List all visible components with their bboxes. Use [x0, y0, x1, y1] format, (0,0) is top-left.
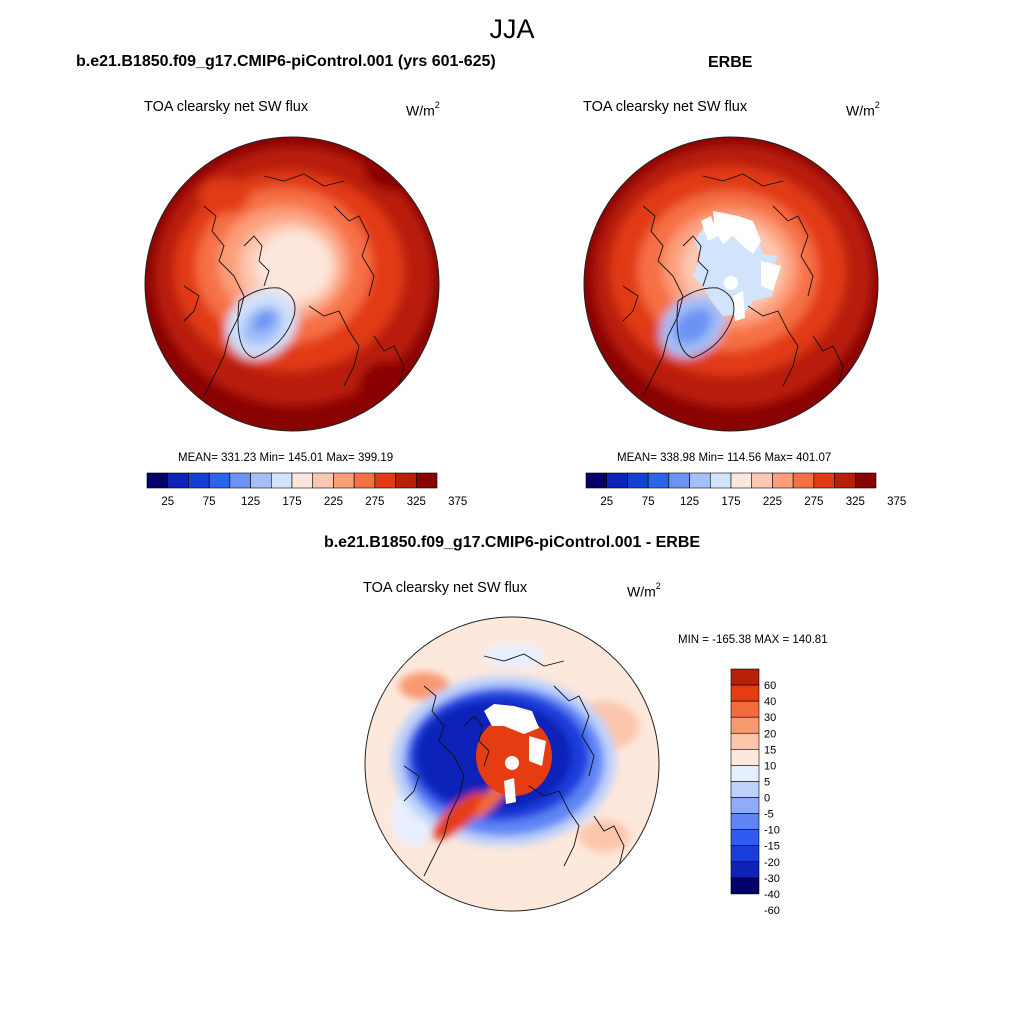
panel-1-title: b.e21.B1850.f09_g17.CMIP6-piControl.001 …	[76, 53, 496, 70]
panel-2-title: ERBE	[708, 54, 753, 71]
colorbar-1-swatch	[146, 472, 169, 489]
panel-3-variable: TOA clearsky net SW flux	[363, 580, 528, 596]
colorbar-2-swatch	[772, 472, 794, 489]
colorbar-2-swatch	[709, 472, 732, 489]
colorbar-3-tick-label: 10	[764, 760, 776, 772]
colorbar-1-tick-label: 325	[407, 496, 426, 508]
panel-2-stats: MEAN= 338.98 Min= 114.56 Max= 401.07	[617, 452, 832, 464]
colorbar-1-tick-label: 75	[203, 496, 216, 508]
colorbar-3-tick-label: -20	[764, 857, 780, 869]
panel-2-variable: TOA clearsky net SW flux	[583, 99, 748, 115]
colorbar-2-swatch	[834, 472, 856, 489]
colorbar-2-tick-label: 25	[600, 496, 613, 508]
colorbar-3-tick-label: 5	[764, 776, 770, 788]
panel-3-title: b.e21.B1850.f09_g17.CMIP6-piControl.001 …	[323, 534, 701, 551]
colorbar-3-swatch	[730, 684, 760, 702]
colorbar-3-swatch	[730, 829, 760, 847]
colorbar-1-tick-label: 175	[282, 496, 301, 508]
colorbar-1-swatch	[167, 472, 189, 489]
colorbar-2-tick-label: 375	[887, 496, 906, 508]
map-1	[144, 136, 440, 432]
panel-1-variable: TOA clearsky net SW flux	[144, 99, 309, 115]
map-2	[583, 136, 879, 432]
panel-1-stats: MEAN= 331.23 Min= 145.01 Max= 399.19	[178, 452, 394, 464]
colorbar-1-swatch	[188, 472, 210, 489]
colorbar-3-tick-label: 60	[764, 680, 776, 692]
colorbar-3-swatch	[730, 700, 760, 718]
colorbar-3-tick-label: 15	[764, 744, 776, 756]
colorbar-1-swatch	[353, 472, 376, 489]
colorbar-3-swatch	[730, 765, 760, 782]
colorbar-3-tick-label: -5	[764, 809, 774, 821]
colorbar-2: 25 75 125 175 225 275 325 375	[585, 472, 906, 508]
colorbar-2-tick-label: 75	[642, 496, 655, 508]
colorbar-2-swatch	[792, 472, 815, 489]
colorbar-3-tick-label: 20	[764, 728, 776, 740]
colorbar-1-tick-label: 225	[324, 496, 343, 508]
colorbar-2-tick-label: 275	[804, 496, 823, 508]
colorbar-2-tick-label: 225	[763, 496, 782, 508]
colorbar-3-swatch	[730, 861, 760, 879]
colorbar-3-swatch	[730, 749, 760, 766]
colorbar-2-swatch	[730, 472, 753, 489]
colorbar-1-tick-label: 375	[448, 496, 467, 508]
colorbar-3-tick-label: -30	[764, 873, 780, 885]
colorbar-3-swatch	[730, 668, 760, 686]
colorbar-1-tick-label: 275	[365, 496, 384, 508]
colorbar-2-swatch	[668, 472, 690, 489]
colorbar-1-swatch	[250, 472, 272, 489]
colorbar-1-tick-label: 125	[241, 496, 260, 508]
colorbar-3-swatch	[730, 716, 760, 734]
panel-1-units: W/m2	[406, 100, 440, 119]
colorbar-3-swatch	[730, 845, 760, 863]
colorbar-1-swatch	[312, 472, 334, 489]
colorbar-2-swatch	[813, 472, 835, 489]
colorbar-1-swatch	[291, 472, 314, 489]
map-3	[364, 616, 660, 912]
colorbar-2-swatch	[854, 472, 877, 489]
panel-2-units: W/m2	[846, 100, 880, 119]
colorbar-3-tick-label: -10	[764, 825, 780, 837]
colorbar-2-swatch	[647, 472, 670, 489]
colorbar-2-swatch	[585, 472, 608, 489]
colorbar-3-tick-label: -40	[764, 889, 780, 901]
colorbar-3-swatch	[730, 732, 760, 750]
figure-title: JJA	[489, 14, 535, 44]
colorbar-2-swatch	[606, 472, 628, 489]
colorbar-3-tick-label: 30	[764, 712, 776, 724]
colorbar-2-swatch	[627, 472, 649, 489]
colorbar-1-swatch	[333, 472, 355, 489]
colorbar-1-swatch	[208, 472, 231, 489]
colorbar-1-swatch	[229, 472, 251, 489]
colorbar-1: 25 75 125 175 225 275 325 375	[146, 472, 467, 508]
colorbar-3-swatch	[730, 813, 760, 830]
panel-3-units: W/m2	[627, 581, 661, 600]
colorbar-3-tick-label: 0	[764, 793, 770, 805]
colorbar-3-tick-label: 40	[764, 696, 776, 708]
colorbar-3-swatch	[730, 797, 760, 814]
colorbar-2-swatch	[689, 472, 711, 489]
colorbar-2-tick-label: 175	[721, 496, 740, 508]
colorbar-2-tick-label: 125	[680, 496, 699, 508]
colorbar-3-swatch	[730, 877, 760, 895]
colorbar-3: 60 40 30 20 15 10 5 0 -5 -10 -15 -20 -30 -40 -60	[730, 668, 780, 917]
colorbar-1-swatch	[270, 472, 293, 489]
colorbar-2-swatch	[751, 472, 773, 489]
panel-3-stats: MIN = -165.38 MAX = 140.81	[678, 634, 828, 646]
colorbar-1-tick-label: 25	[161, 496, 174, 508]
colorbar-3-tick-label: -60	[764, 905, 780, 917]
colorbar-3-swatch	[730, 781, 760, 798]
colorbar-1-swatch	[415, 472, 438, 489]
colorbar-1-swatch	[374, 472, 396, 489]
colorbar-3-tick-label: -15	[764, 841, 780, 853]
colorbar-1-swatch	[395, 472, 417, 489]
colorbar-2-tick-label: 325	[846, 496, 865, 508]
